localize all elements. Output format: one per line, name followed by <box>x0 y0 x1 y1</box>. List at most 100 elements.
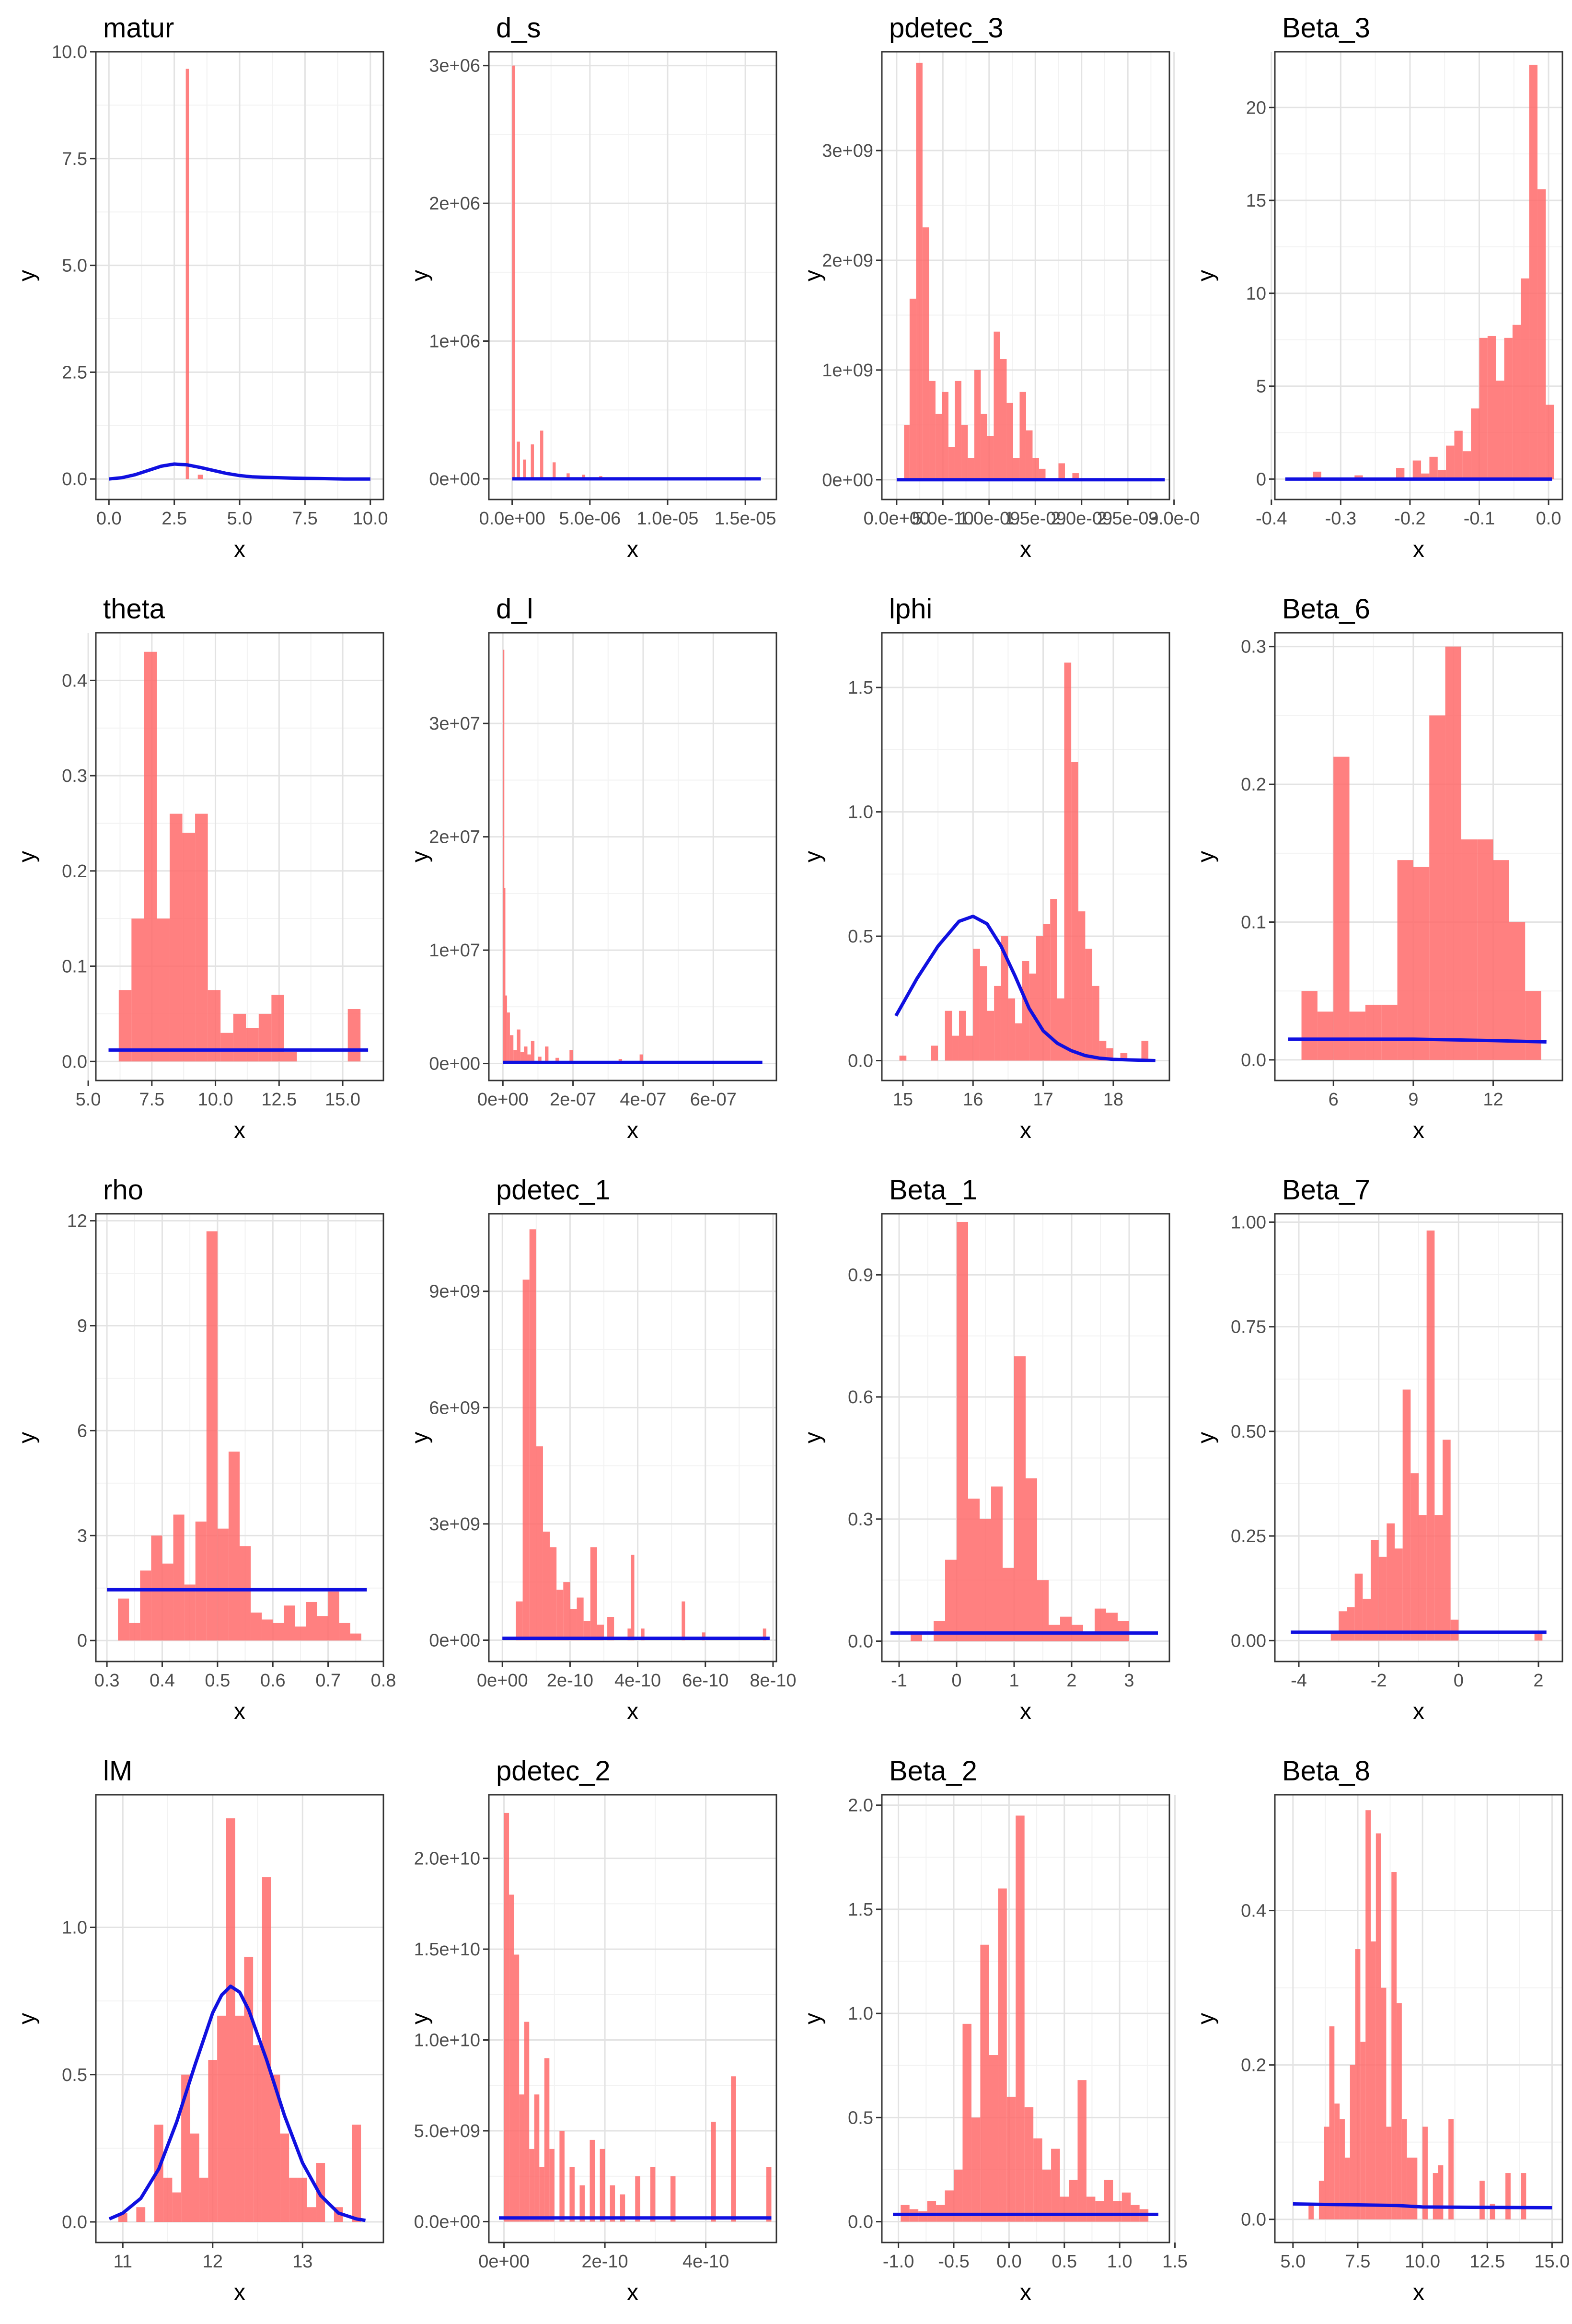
histogram-bar <box>182 833 196 1062</box>
x-axis-label: x <box>1020 2280 1031 2305</box>
x-tick-label: 1.0 <box>1107 2252 1133 2272</box>
y-axis-label: y <box>407 851 433 862</box>
plot-border <box>881 1794 1170 2243</box>
histogram-bar <box>240 1546 251 1641</box>
histogram-bar <box>1387 1523 1395 1641</box>
x-tick-label: 0e+00 <box>478 2252 530 2272</box>
histogram-bar <box>328 1592 339 1641</box>
histogram-bar <box>284 1052 297 1062</box>
plot-border <box>881 1213 1170 1662</box>
histogram-bar <box>1060 1616 1072 1641</box>
histogram-bar <box>1060 2196 1069 2222</box>
histogram-bar <box>1381 1987 1387 2219</box>
histogram-bar <box>929 381 936 480</box>
histogram-bar <box>711 2122 716 2222</box>
y-tick-label: 0e+00 <box>429 1631 480 1651</box>
histogram-bar <box>195 1522 207 1641</box>
histogram-bar <box>199 2177 208 2222</box>
histogram-bar <box>544 2058 550 2222</box>
histogram-bar <box>670 2176 676 2222</box>
histogram-bar <box>1026 1478 1037 1641</box>
histogram-bar <box>702 1632 705 1640</box>
x-tick-label: 10.0 <box>1405 2252 1440 2272</box>
histogram-bar <box>151 1535 162 1641</box>
y-tick-label: 0e+00 <box>429 469 480 489</box>
histogram-bar <box>1386 2126 1392 2219</box>
x-tick-label: 12.5 <box>261 1090 297 1110</box>
x-tick-label: 2.5 <box>162 509 187 529</box>
x-tick-label: 0.4 <box>150 1671 175 1691</box>
x-tick-label: 7.5 <box>292 509 318 529</box>
y-tick-label: 0.4 <box>1241 1901 1266 1921</box>
x-tick-label: 8e-10 <box>750 1671 796 1691</box>
histogram-bar <box>181 2074 190 2222</box>
panel-title: matur <box>103 12 174 44</box>
x-tick-label: 1.5e-09 <box>1005 509 1066 529</box>
histogram-bar <box>504 1813 509 2222</box>
x-tick-label: 12.5 <box>1469 2252 1505 2272</box>
x-tick-label: 0.8 <box>371 1671 396 1691</box>
x-tick-label: -4 <box>1291 1671 1307 1691</box>
histogram-bar <box>524 1046 528 1064</box>
density-curve <box>1293 2202 1552 2209</box>
histogram-bar <box>519 2094 524 2222</box>
histogram-bar <box>1429 456 1438 479</box>
y-tick-label: 9 <box>77 1316 87 1336</box>
histogram-bar <box>974 370 981 480</box>
x-tick-label: 0.7 <box>315 1671 341 1691</box>
y-tick-label: 0.0 <box>1241 2210 1266 2230</box>
histogram-bar <box>513 1050 517 1064</box>
histogram-bar <box>1313 471 1321 479</box>
x-tick-label: 0.0e+00 <box>864 509 930 529</box>
plot-area <box>489 633 776 1081</box>
histogram-bar <box>1039 468 1046 480</box>
y-tick-label: 0 <box>77 1631 87 1651</box>
histogram-bar <box>217 1528 229 1641</box>
x-tick-label: 5.0e-10 <box>912 509 974 529</box>
histogram-bar <box>1537 189 1546 479</box>
histogram-bar <box>1099 1040 1107 1061</box>
panel-beta-2: -1.0 -0.5 0.0 0.5 1.0 1.5 0.0 0.5 1.0 1.5 2.0 x y Bet… <box>800 1755 1188 2305</box>
histogram-bar <box>1397 860 1413 1060</box>
y-tick-label: 0e+00 <box>429 1054 480 1074</box>
y-tick-label: 20 <box>1246 98 1266 118</box>
plot-border <box>95 1794 384 2243</box>
histogram-bar <box>1448 2119 1454 2219</box>
histogram-bar <box>1365 1004 1382 1060</box>
histogram-bar <box>922 227 929 480</box>
y-tick-label: 0.0 <box>62 1052 87 1072</box>
y-tick-label: 0.75 <box>1231 1317 1266 1337</box>
histogram-bar <box>555 1057 559 1064</box>
plot-border <box>881 632 1170 1081</box>
histogram-bar <box>1058 463 1065 480</box>
panel-title: lphi <box>889 593 932 625</box>
histogram-bar <box>916 62 923 480</box>
histogram-bar <box>563 1582 570 1640</box>
histogram-bar <box>1014 1356 1026 1641</box>
x-tick-label: 6e-07 <box>690 1090 737 1110</box>
y-tick-label: 1.0e+10 <box>414 2031 480 2051</box>
y-tick-label: 0.6 <box>848 1387 873 1407</box>
histogram-bar <box>507 1012 510 1064</box>
y-axis-label: y <box>407 270 433 281</box>
histogram-bar <box>1113 2201 1122 2222</box>
histogram-bar <box>968 1499 980 1641</box>
histogram-bar <box>538 1057 542 1064</box>
x-tick-label: 2 <box>1066 1671 1076 1691</box>
histogram-bar <box>169 813 183 1062</box>
histogram-bar <box>1525 991 1541 1060</box>
histogram-bar <box>583 1621 590 1640</box>
histogram-bar <box>1106 1613 1118 1641</box>
y-tick-label: 12 <box>67 1211 87 1232</box>
histogram-bar <box>1001 936 1008 1061</box>
x-tick-label: 1.5 <box>1162 2252 1188 2272</box>
histogram-bar <box>998 1888 1007 2222</box>
x-tick-label: 2e-10 <box>547 1671 593 1691</box>
histogram-bar <box>1083 1633 1095 1641</box>
x-tick-label: -2 <box>1371 1671 1387 1691</box>
histogram-bar <box>217 2015 226 2222</box>
histogram-bar <box>1521 278 1529 479</box>
histogram-bar <box>1324 2126 1329 2219</box>
histogram-bar <box>1026 430 1033 480</box>
y-tick-label: 1.00 <box>1231 1212 1266 1232</box>
